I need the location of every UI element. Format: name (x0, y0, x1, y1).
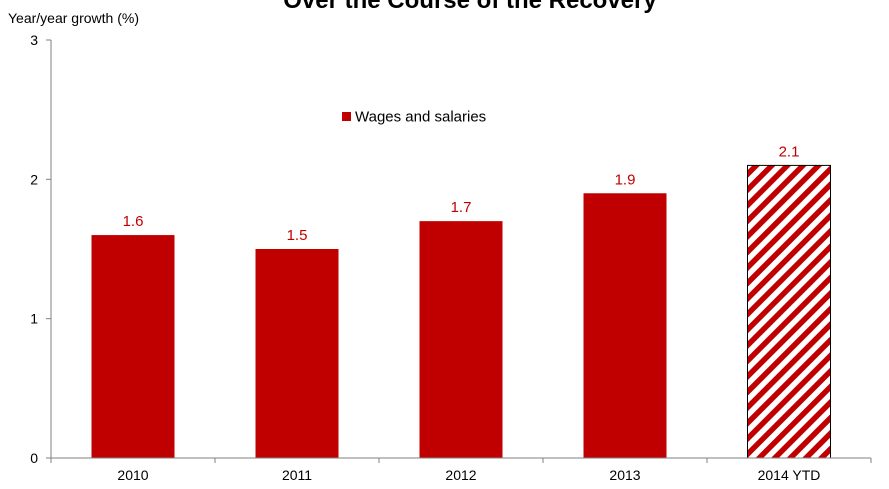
x-tick-label: 2010 (117, 467, 148, 483)
x-tick-label: 2011 (282, 467, 312, 483)
y-axis-title: Year/year growth (%) (8, 10, 139, 26)
bar-2014-ytd (747, 164, 831, 459)
legend-swatch (342, 112, 351, 121)
bar-2013 (583, 193, 667, 458)
y-tick-label: 2 (30, 171, 38, 187)
bar-2010 (91, 235, 175, 458)
data-label: 2.1 (779, 143, 800, 160)
chart-title: Over the Course of the Recovery (283, 0, 657, 14)
x-tick-label: 2014 YTD (758, 467, 821, 483)
y-tick-label: 1 (30, 311, 38, 327)
data-label: 1.6 (123, 213, 144, 230)
data-label: 1.9 (615, 171, 636, 188)
bar-2012 (419, 221, 503, 458)
y-tick-label: 0 (30, 450, 38, 466)
data-label: 1.7 (451, 199, 472, 216)
legend-label: Wages and salaries (355, 109, 486, 126)
legend: Wages and salaries (342, 109, 486, 126)
x-tick-label: 2013 (609, 467, 640, 483)
bar-2011 (255, 249, 339, 458)
x-tick-label: 2012 (445, 467, 476, 483)
y-tick-label: 3 (30, 32, 38, 48)
data-label: 1.5 (287, 227, 308, 244)
